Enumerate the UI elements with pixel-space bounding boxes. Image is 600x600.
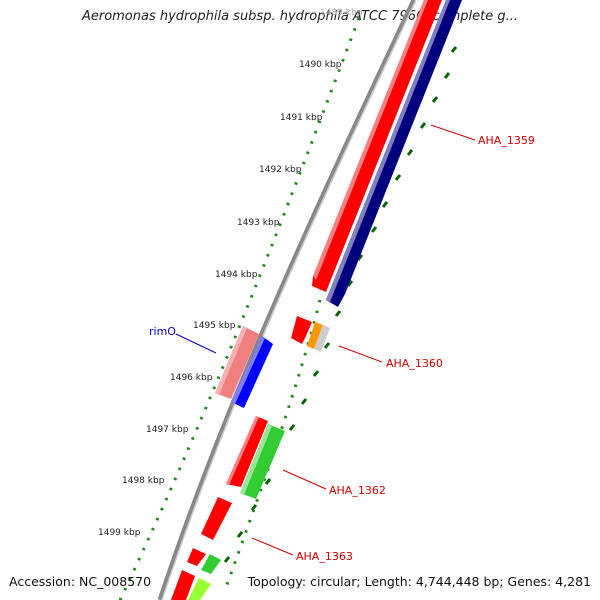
- gene-label-aha-1363[interactable]: AHA_1363: [296, 550, 353, 563]
- gene-label-aha-1359[interactable]: AHA_1359: [478, 134, 535, 147]
- tick-label: 1490 kbp: [299, 60, 342, 70]
- gene-rimo-pink[interactable]: [215, 326, 259, 399]
- gene-label-rimo[interactable]: rimO: [149, 325, 176, 338]
- tick-label: 1494 kbp: [215, 270, 258, 280]
- accession-label: Accession: NC_008570: [9, 574, 152, 589]
- topology-label: Topology: circular; Length: 4,744,448 bp…: [247, 574, 591, 589]
- gene-bottom-red-1[interactable]: [187, 548, 206, 566]
- gene-bottom-green-1[interactable]: [201, 554, 221, 574]
- tick-label: 1497 kbp: [146, 425, 189, 435]
- gene-rimo-blue[interactable]: [231, 336, 273, 408]
- tick-label: 1491 kbp: [280, 113, 323, 123]
- kbp-scale-labels: 1489 kbp 1490 kbp 1491 kbp 1492 kbp 1493…: [98, 8, 363, 538]
- tick-label: 1492 kbp: [259, 165, 302, 175]
- tick-label: 1489 kbp: [320, 8, 363, 18]
- inner-dotted-track: [223, 299, 322, 591]
- outer-dotted-track: [118, 17, 361, 600]
- gene-aha-1360-gray[interactable]: [314, 325, 330, 352]
- gene-label-aha-1360[interactable]: AHA_1360: [386, 357, 443, 370]
- gene-aha-1360-red[interactable]: [291, 316, 312, 344]
- gene-bottom-red-2[interactable]: [171, 570, 195, 600]
- tick-label: 1498 kbp: [122, 476, 165, 486]
- gene-aha-1359-reverse[interactable]: [326, 0, 462, 307]
- gene-label-aha-1362[interactable]: AHA_1362: [329, 484, 386, 497]
- tick-label: 1499 kbp: [98, 528, 141, 538]
- gene-aha-1363-red[interactable]: [201, 497, 232, 540]
- gene-bottom-green-2[interactable]: [188, 578, 211, 600]
- tick-label: 1496 kbp: [170, 373, 213, 383]
- tick-label: 1495 kbp: [193, 321, 236, 331]
- gene-aha-1362-green[interactable]: [240, 424, 285, 499]
- gene-aha-1360-orange[interactable]: [307, 322, 323, 349]
- genome-backbone: [157, 0, 417, 600]
- gene-label-leaders: [175, 124, 476, 556]
- gene-aha-1362-red[interactable]: [226, 416, 268, 487]
- gene-aha-1359-forward[interactable]: [312, 0, 442, 292]
- tick-label: 1493 kbp: [237, 218, 280, 228]
